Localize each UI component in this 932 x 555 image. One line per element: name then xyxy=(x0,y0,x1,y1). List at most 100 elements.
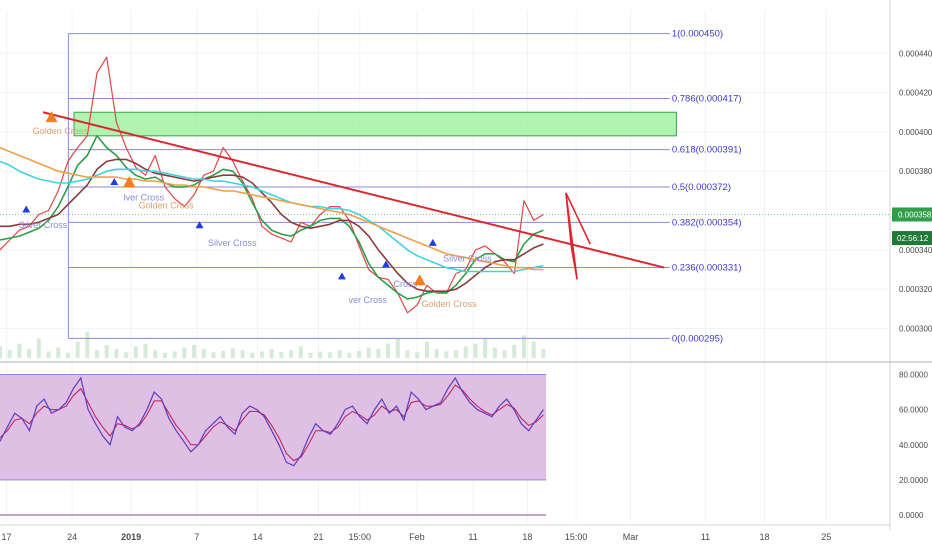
price-tick-label-6: 0.000300 xyxy=(899,325,932,334)
silver-cross-marker-16 xyxy=(428,238,437,246)
volume-bar xyxy=(46,351,51,358)
series-line-2 xyxy=(0,158,544,293)
rsi-tick-label-3: 20.0000 xyxy=(899,476,928,485)
price-tick-label-1: 0.000420 xyxy=(899,89,932,98)
volume-bar xyxy=(318,351,323,358)
volume-bar xyxy=(250,352,255,358)
volume-bar xyxy=(95,350,100,358)
last-price-tag xyxy=(892,207,932,222)
volume-bar xyxy=(7,350,12,358)
volume-bar xyxy=(386,343,391,358)
x-tick-label-3: 7 xyxy=(194,532,199,542)
rsi-tick-label-1: 60.0000 xyxy=(899,406,928,415)
volume-bar xyxy=(17,343,22,358)
price-tick-label-3: 0.000380 xyxy=(899,167,932,176)
price-tick-label-2: 0.000400 xyxy=(899,128,932,137)
price-tick-label-5: 0.000320 xyxy=(899,285,932,294)
rsi-tick-label-2: 40.0000 xyxy=(899,441,928,450)
rsi-tick-label-4: 0.0000 xyxy=(899,511,924,520)
volume-bar xyxy=(162,352,167,358)
volume-bar xyxy=(240,350,245,358)
trendline xyxy=(42,111,665,269)
x-tick-label-4: 14 xyxy=(253,532,263,542)
x-tick-label-8: 11 xyxy=(468,532,477,542)
volume-bar xyxy=(289,350,294,358)
rsi-tick-label-0: 80.0000 xyxy=(899,371,928,380)
volume-bar xyxy=(56,347,61,358)
fib-label-1: 0.786(0.000417) xyxy=(672,93,742,104)
cross-label-13: Cross xyxy=(393,279,417,289)
volume-bar xyxy=(395,338,400,358)
fib-label-2: 0.618(0.000391) xyxy=(672,145,742,156)
x-tick-label-0: 17 xyxy=(2,532,12,542)
volume-bar xyxy=(143,343,148,358)
silver-cross-marker-10 xyxy=(337,272,346,280)
volume-bar xyxy=(444,351,449,358)
x-tick-label-9: 18 xyxy=(522,532,532,542)
volume-bar xyxy=(531,341,536,358)
cross-label-15: Golden Cross xyxy=(422,299,478,309)
volume-bar xyxy=(376,348,381,358)
triangle-pattern xyxy=(565,192,591,280)
volume-bar xyxy=(259,351,264,358)
volume-bar xyxy=(153,350,158,358)
cross-label-1: Silver Cross xyxy=(19,220,68,230)
volume-bar xyxy=(512,345,517,358)
volume-bar xyxy=(434,348,439,358)
volume-bar xyxy=(502,350,507,358)
volume-bar xyxy=(366,347,371,358)
x-tick-label-12: 11 xyxy=(701,532,710,542)
volume-bar xyxy=(298,346,303,358)
cross-label-5: lver Cross xyxy=(124,193,165,203)
volume-bar xyxy=(308,352,313,358)
x-tick-label-14: 25 xyxy=(821,532,831,542)
volume-bar xyxy=(454,350,459,358)
golden-cross-marker-3 xyxy=(45,111,58,123)
cross-label-17: Silver Cross xyxy=(443,254,492,264)
volume-bar xyxy=(279,352,284,358)
volume-bar xyxy=(541,348,546,358)
volume-bar xyxy=(473,343,478,358)
volume-bar xyxy=(104,345,109,358)
fib-label-6: 0(0.000295) xyxy=(672,333,723,344)
golden-cross-marker-6 xyxy=(123,175,136,187)
volume-bar xyxy=(192,345,197,358)
volume-bar xyxy=(483,338,488,358)
series-line-0 xyxy=(0,56,544,314)
volume-bar xyxy=(405,350,410,358)
volume-bar xyxy=(211,352,216,358)
fib-label-0: 1(0.000450) xyxy=(672,29,723,40)
volume-bar xyxy=(357,350,362,358)
volume-bar xyxy=(172,351,177,358)
fib-label-4: 0.382(0.000354) xyxy=(672,217,742,228)
volume-bar xyxy=(337,350,342,358)
series-line-4 xyxy=(0,146,544,271)
silver-cross-marker-4 xyxy=(110,177,119,185)
rsi-signal-line xyxy=(0,384,544,462)
volume-bar xyxy=(27,348,32,358)
volume-bar xyxy=(182,347,187,358)
silver-cross-marker-0 xyxy=(22,205,31,213)
volume-bar xyxy=(75,341,80,358)
volume-bar xyxy=(521,335,526,358)
countdown-tag xyxy=(892,231,932,246)
price-tick-label-0: 0.000440 xyxy=(899,49,932,58)
fib-label-5: 0.236(0.000331) xyxy=(672,263,742,274)
volume-bar xyxy=(492,347,497,358)
rsi-line xyxy=(0,376,544,467)
volume-bar xyxy=(221,350,226,358)
cross-label-2: Golden Cross xyxy=(33,126,89,136)
volume-bar xyxy=(201,348,206,358)
x-tick-label-13: 18 xyxy=(759,532,769,542)
cross-label-9: Silver Cross xyxy=(208,238,257,248)
x-tick-label-6: 15:00 xyxy=(348,532,371,542)
x-tick-label-2: 2019 xyxy=(121,532,141,542)
volume-bar xyxy=(124,352,129,358)
cross-label-11: ver Cross xyxy=(349,295,388,305)
golden-cross-marker-14 xyxy=(413,274,426,286)
volume-bar xyxy=(347,352,352,358)
volume-bar xyxy=(65,352,70,358)
volume-bar xyxy=(230,348,235,358)
